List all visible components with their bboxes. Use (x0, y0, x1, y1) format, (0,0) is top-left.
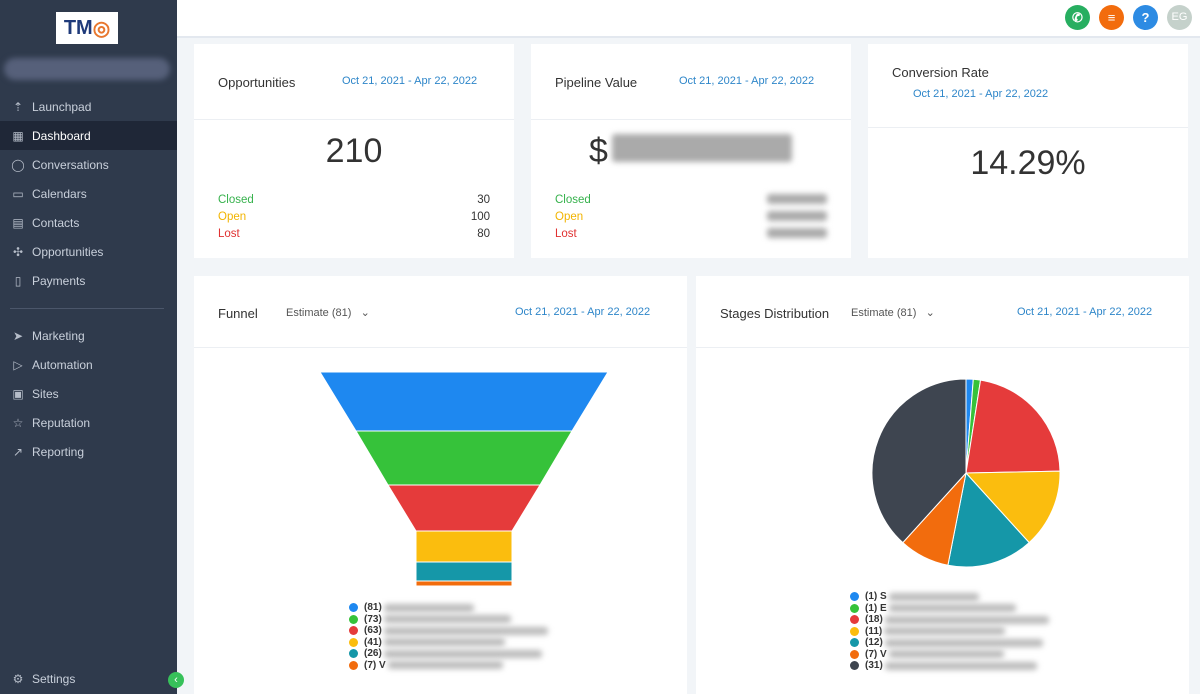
grid-icon: ▦ (12, 128, 24, 143)
funnel-stage[interactable] (415, 580, 513, 587)
sidebar-item-contacts[interactable]: ▤ Contacts (0, 208, 177, 237)
rocket-icon: ⇡ (12, 99, 24, 114)
legend-item[interactable]: (63) (349, 625, 548, 637)
sidebar-item-payments[interactable]: ▯ Payments (0, 266, 177, 295)
legend-item[interactable]: (41) (349, 637, 548, 649)
legend-item[interactable]: (18) (850, 614, 1049, 626)
card-title: Conversion Rate (892, 65, 989, 80)
pipeline-total: $ (589, 132, 792, 171)
funnel-stage[interactable] (355, 430, 573, 486)
legend-item[interactable]: (1) E (850, 603, 1049, 615)
pie-slice[interactable] (947, 471, 1030, 568)
sidebar-item-opportunities[interactable]: ✣ Opportunities (0, 237, 177, 266)
topbar: ✆ ≡ ? EG (177, 0, 1200, 38)
card-title: Pipeline Value (555, 75, 638, 90)
sidebar-item-conversations[interactable]: ◯ Conversations (11, 157, 109, 172)
sidebar-item-launchpad[interactable]: ⇡ Launchpad (0, 92, 177, 121)
legend-item[interactable]: (31) (850, 660, 1049, 672)
pie-slice[interactable] (965, 379, 1061, 474)
funnel-stage[interactable] (415, 530, 513, 563)
payments-icon: ▯ (14, 273, 22, 288)
conversion-value: 14.29% (970, 144, 1086, 182)
status-row: Closed 30 (218, 194, 490, 206)
calendar-icon: ▭ (12, 186, 24, 201)
sidebar-item-automation[interactable]: ▷ Automation (0, 350, 177, 379)
funnel-stage[interactable] (319, 371, 609, 432)
sidebar-item-sites[interactable]: ▣ Sites (0, 379, 177, 408)
legend-item[interactable]: (26) (349, 648, 548, 660)
gear-icon: ⚙ (12, 671, 24, 686)
legend-item[interactable]: (7) V (349, 660, 548, 672)
divider (10, 308, 164, 309)
pipeline-value-card: Pipeline Value Oct 21, 2021 - Apr 22, 20… (531, 44, 851, 258)
conversion-rate-card: Conversion Rate Oct 21, 2021 - Apr 22, 2… (868, 44, 1188, 258)
sidebar-item-reporting[interactable]: ↗ Reporting (0, 437, 177, 466)
card-title: Funnel (218, 306, 258, 321)
blurred-value (767, 194, 827, 204)
status-row: Lost 80 (218, 228, 490, 240)
legend-item[interactable]: (73) (349, 614, 548, 626)
logo[interactable]: TM ◎ (56, 12, 118, 44)
legend-item[interactable]: (7) V (850, 649, 1049, 661)
estimate-dropdown[interactable]: Estimate (81) ⌄ (851, 307, 935, 319)
card-title: Stages Distribution (720, 306, 830, 321)
pie-slice[interactable] (964, 470, 1061, 544)
play-icon: ▷ (13, 357, 23, 372)
sidebar-item-reputation[interactable]: ☆ Reputation (0, 408, 177, 437)
date-range[interactable]: Oct 21, 2021 - Apr 22, 2022 (1017, 306, 1153, 318)
status-row: Lost (555, 228, 827, 240)
collapse-sidebar-button[interactable]: ‹ (168, 672, 184, 688)
status-row: Open (555, 211, 827, 223)
help-icon[interactable]: ? (1133, 5, 1158, 30)
blurred-value (767, 211, 827, 221)
date-range[interactable]: Oct 21, 2021 - Apr 22, 2022 (515, 306, 651, 318)
chat-icon: ◯ (11, 157, 25, 172)
total-count: 210 (325, 132, 383, 170)
contacts-icon: ▤ (12, 215, 24, 230)
avatar[interactable]: EG (1167, 5, 1192, 30)
phone-icon[interactable]: ✆ (1065, 5, 1090, 30)
opportunities-card: Opportunities Oct 21, 2021 - Apr 22, 202… (194, 44, 514, 258)
send-icon: ➤ (12, 328, 24, 343)
date-range[interactable]: Oct 21, 2021 - Apr 22, 2022 (913, 88, 1049, 100)
legend-item[interactable]: (11) (850, 626, 1049, 638)
tasks-icon[interactable]: ≡ (1099, 5, 1124, 30)
estimate-dropdown[interactable]: Estimate (81) ⌄ (286, 307, 370, 319)
sites-icon: ▣ (12, 386, 24, 401)
status-row: Closed (555, 194, 827, 206)
funnel-stage[interactable] (415, 561, 513, 582)
blurred-value (767, 228, 827, 238)
sidebar-item-marketing[interactable]: ➤ Marketing (0, 321, 177, 350)
date-range[interactable]: Oct 21, 2021 - Apr 22, 2022 (342, 75, 478, 87)
account-switcher[interactable] (4, 58, 170, 80)
legend-item[interactable]: (1) S (850, 591, 1049, 603)
funnel-stage[interactable] (387, 484, 541, 532)
star-icon: ☆ (12, 415, 24, 430)
funnel-card: Funnel Estimate (81) ⌄ Oct 21, 2021 - Ap… (194, 276, 687, 694)
pie-chart (871, 378, 1061, 568)
status-row: Open 100 (218, 211, 490, 223)
sidebar-item-settings[interactable]: ⚙ Settings (0, 664, 177, 693)
trend-icon: ↗ (12, 444, 24, 459)
stages-card: Stages Distribution Estimate (81) ⌄ Oct … (696, 276, 1189, 694)
date-range[interactable]: Oct 21, 2021 - Apr 22, 2022 (679, 75, 815, 87)
sidebar: TM ◎ ⇡ Launchpad ▦ Dashboard ◯ Conversations ▭ C… (0, 0, 184, 694)
legend-item[interactable]: (81) (349, 602, 548, 614)
pie-slice[interactable] (871, 378, 967, 544)
sidebar-item-calendars[interactable]: ▭ Calendars (0, 179, 177, 208)
funnel-chart (319, 371, 609, 587)
sidebar-item-dashboard[interactable]: ▦ Dashboard (0, 121, 177, 150)
card-title: Opportunities (218, 75, 296, 90)
opportunities-icon: ✣ (12, 244, 24, 259)
legend-item[interactable]: (12) (850, 637, 1049, 649)
